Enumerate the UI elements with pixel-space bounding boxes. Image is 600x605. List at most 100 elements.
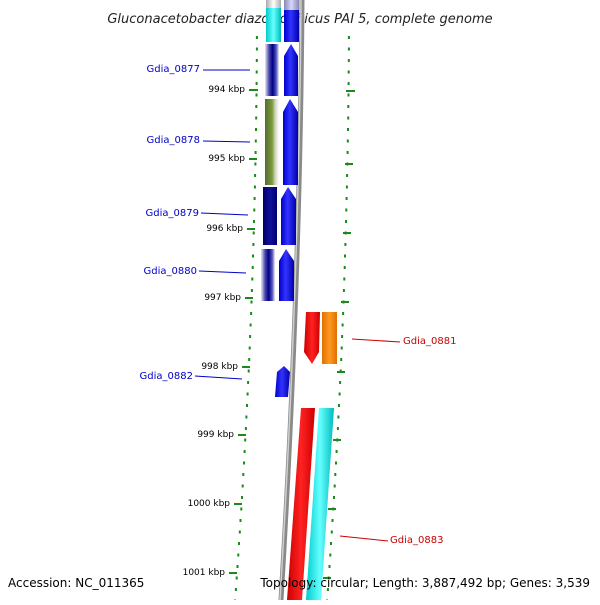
tick-dot bbox=[254, 174, 257, 177]
tick-dot bbox=[252, 231, 255, 235]
kbp-label-996: 996 kbp bbox=[206, 224, 243, 234]
tick-dot bbox=[247, 369, 250, 373]
tick-dot bbox=[343, 277, 346, 281]
tick-dot bbox=[253, 208, 256, 212]
gene-gdia-0879-box bbox=[263, 187, 277, 245]
gene-gdia-0883-arrow bbox=[287, 408, 315, 600]
tick-dot bbox=[344, 243, 347, 246]
tick-dot bbox=[347, 82, 350, 85]
tick-dot bbox=[346, 139, 349, 143]
gene-label-gdia-0877[interactable]: Gdia_0877 bbox=[147, 64, 200, 75]
tick-dot bbox=[337, 415, 340, 419]
gene-gdia-0879-arrow bbox=[281, 187, 296, 245]
gene-label-gdia-0878[interactable]: Gdia_0878 bbox=[147, 135, 200, 146]
gene-gdia-0881-arrow bbox=[304, 312, 320, 364]
tick-dot bbox=[243, 450, 246, 453]
tick-dot bbox=[342, 312, 345, 315]
tick-dot bbox=[347, 59, 350, 62]
tick-dot bbox=[241, 496, 243, 499]
gene-gdia-0883-cyan-feature bbox=[306, 408, 334, 600]
tick-dot bbox=[330, 530, 333, 534]
tick-dot bbox=[247, 381, 250, 384]
gene-gdia-0878[interactable]: Gdia_0878 bbox=[147, 99, 298, 185]
gene-gdia-0877-box bbox=[265, 44, 279, 96]
tick-dot bbox=[250, 312, 253, 315]
tick-dot bbox=[255, 105, 258, 108]
tick-dot bbox=[254, 139, 257, 143]
gene-gdia-0880[interactable]: Gdia_0880 bbox=[144, 249, 294, 301]
tick-dot bbox=[346, 174, 349, 177]
tick-dot bbox=[336, 427, 339, 430]
tick-dot bbox=[342, 289, 345, 292]
tick-dot bbox=[248, 346, 251, 350]
tick-dot bbox=[339, 381, 342, 384]
tick-dot bbox=[237, 553, 240, 557]
gene-gdia-0877[interactable]: Gdia_0877 bbox=[147, 44, 298, 96]
gene-label-gdia-0881[interactable]: Gdia_0881 bbox=[403, 336, 456, 347]
tick-dot bbox=[253, 197, 256, 200]
tick-dot bbox=[255, 70, 258, 74]
tick-dot bbox=[347, 36, 350, 39]
tick-dot bbox=[253, 220, 255, 223]
tick-dot bbox=[255, 116, 258, 120]
tick-dot bbox=[345, 220, 347, 223]
tick-dot bbox=[245, 415, 248, 419]
tick-dot bbox=[343, 266, 346, 269]
tick-dot bbox=[238, 530, 241, 534]
tick-dot bbox=[347, 93, 350, 97]
tick-dot bbox=[255, 47, 258, 51]
tick-dot bbox=[341, 335, 344, 338]
tick-dot bbox=[347, 116, 350, 120]
kbp-label-999: 999 kbp bbox=[197, 430, 234, 440]
tick-dot bbox=[333, 484, 336, 488]
gene-gdia-0879[interactable]: Gdia_0879 bbox=[146, 187, 296, 245]
gene-gdia-0882-arrow bbox=[275, 366, 290, 397]
tick-dot bbox=[235, 576, 238, 580]
tick-dot bbox=[331, 519, 334, 522]
inner-tick-track bbox=[234, 36, 258, 603]
tick-dot bbox=[341, 323, 344, 327]
tick-dot bbox=[242, 473, 245, 476]
gene-label-gdia-0879[interactable]: Gdia_0879 bbox=[146, 208, 199, 219]
tick-dot bbox=[250, 300, 253, 304]
accession-label: Accession: NC_011365 bbox=[8, 576, 144, 590]
kbp-label-1000: 1000 kbp bbox=[188, 499, 231, 509]
gene-label-gdia-0880[interactable]: Gdia_0880 bbox=[144, 266, 197, 277]
tick-dot bbox=[333, 496, 335, 499]
kbp-label-994: 994 kbp bbox=[208, 85, 245, 95]
tick-dot bbox=[255, 93, 258, 97]
tick-dot bbox=[244, 427, 247, 430]
gene-gdia-0878-arrow bbox=[283, 99, 298, 185]
tick-dot bbox=[345, 208, 348, 212]
gene-gdia-0877-arrow bbox=[284, 44, 298, 96]
tick-dot bbox=[254, 162, 257, 166]
gene-gdia-0881[interactable]: Gdia_0881 bbox=[304, 312, 456, 364]
kbp-scale: 994 kbp 995 kbp 996 kbp 997 kbp 998 kbp … bbox=[183, 85, 355, 579]
tick-dot bbox=[340, 358, 343, 361]
tick-dot bbox=[338, 404, 340, 407]
tick-dot bbox=[326, 588, 329, 591]
tick-dot bbox=[252, 243, 255, 246]
gene-label-gdia-0883[interactable]: Gdia_0883 bbox=[390, 535, 443, 546]
gene-gdia-0883[interactable]: Gdia_0883 bbox=[287, 408, 443, 600]
tick-dot bbox=[346, 151, 349, 154]
gene-gdia-0882[interactable]: Gdia_0882 bbox=[140, 366, 290, 397]
tick-dot bbox=[250, 289, 253, 292]
kbp-label-995: 995 kbp bbox=[208, 154, 245, 164]
tick-dot bbox=[338, 392, 341, 396]
tick-dot bbox=[251, 266, 254, 269]
tick-dot bbox=[238, 542, 240, 545]
tick-dot bbox=[345, 185, 348, 189]
kbp-label-1001: 1001 kbp bbox=[183, 568, 226, 578]
top-partial-features bbox=[266, 0, 299, 42]
tick-dot bbox=[347, 128, 349, 131]
tick-dot bbox=[236, 565, 239, 568]
tick-dot bbox=[253, 185, 256, 189]
tick-dot bbox=[252, 254, 254, 258]
gene-gdia-0880-box bbox=[261, 249, 275, 301]
topology-label: Topology: circular; Length: 3,887,492 bp… bbox=[259, 576, 590, 590]
gene-label-gdia-0882[interactable]: Gdia_0882 bbox=[140, 371, 193, 382]
tick-dot bbox=[347, 70, 350, 74]
tick-dot bbox=[329, 553, 332, 557]
